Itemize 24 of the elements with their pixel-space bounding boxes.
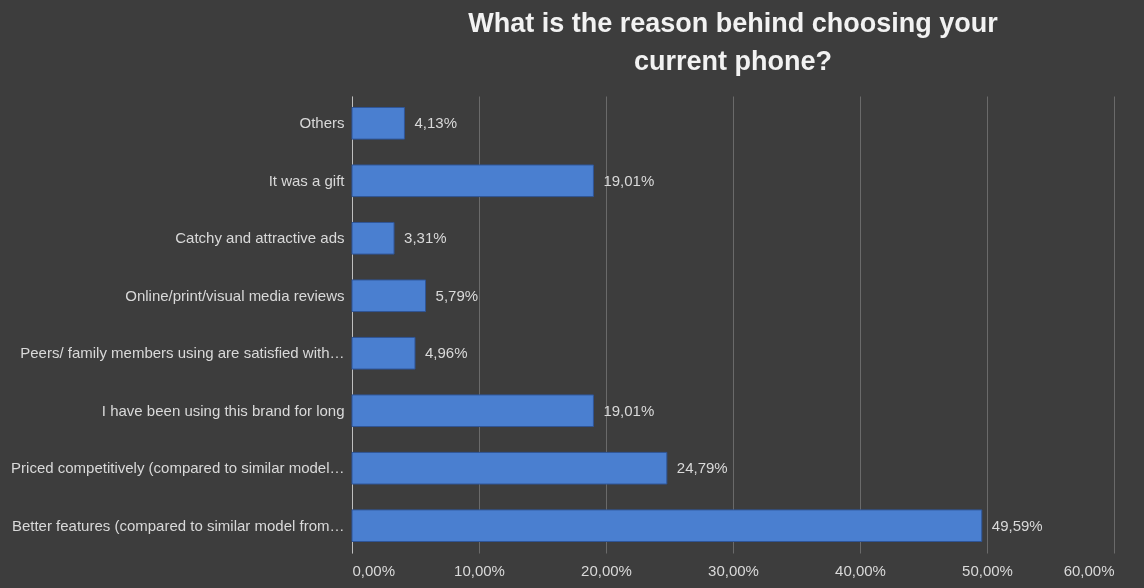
y-tick-label: I have been using this brand for long — [101, 401, 345, 419]
x-tick-label: 40,00% — [835, 561, 886, 579]
chart-title: What is the reason behind choosing your current phone? — [468, 8, 999, 76]
data-label: 19,01% — [603, 401, 655, 419]
data-label: 3,31% — [404, 229, 447, 247]
y-tick-label: It was a gift — [268, 171, 346, 189]
data-label: 19,01% — [603, 171, 655, 189]
y-tick-label: Priced competitively (compared to similar model… — [11, 459, 345, 477]
y-tick-label: Catchy and attractive ads — [175, 229, 345, 247]
y-tick-label: Peers/ family members using are satisfied with… — [20, 344, 345, 362]
y-tick-label: Online/print/visual media reviews — [125, 286, 345, 304]
x-tick-label: 0,00% — [352, 561, 396, 579]
data-label: 4,96% — [424, 344, 468, 362]
x-tick-label: 10,00% — [454, 561, 505, 579]
x-tick-label: 60,00% — [1063, 561, 1115, 579]
data-label: 5,79% — [435, 286, 479, 304]
data-label: 24,79% — [676, 459, 728, 477]
x-tick-label: 50,00% — [962, 561, 1013, 579]
y-tick-label: Others — [299, 114, 345, 132]
x-tick-label: 20,00% — [581, 561, 632, 579]
y-tick-label: Better features (compared to similar model from… — [11, 516, 345, 534]
x-tick-label: 30,00% — [708, 561, 759, 579]
data-label: 4,13% — [414, 114, 457, 132]
data-label: 49,59% — [991, 516, 1043, 534]
